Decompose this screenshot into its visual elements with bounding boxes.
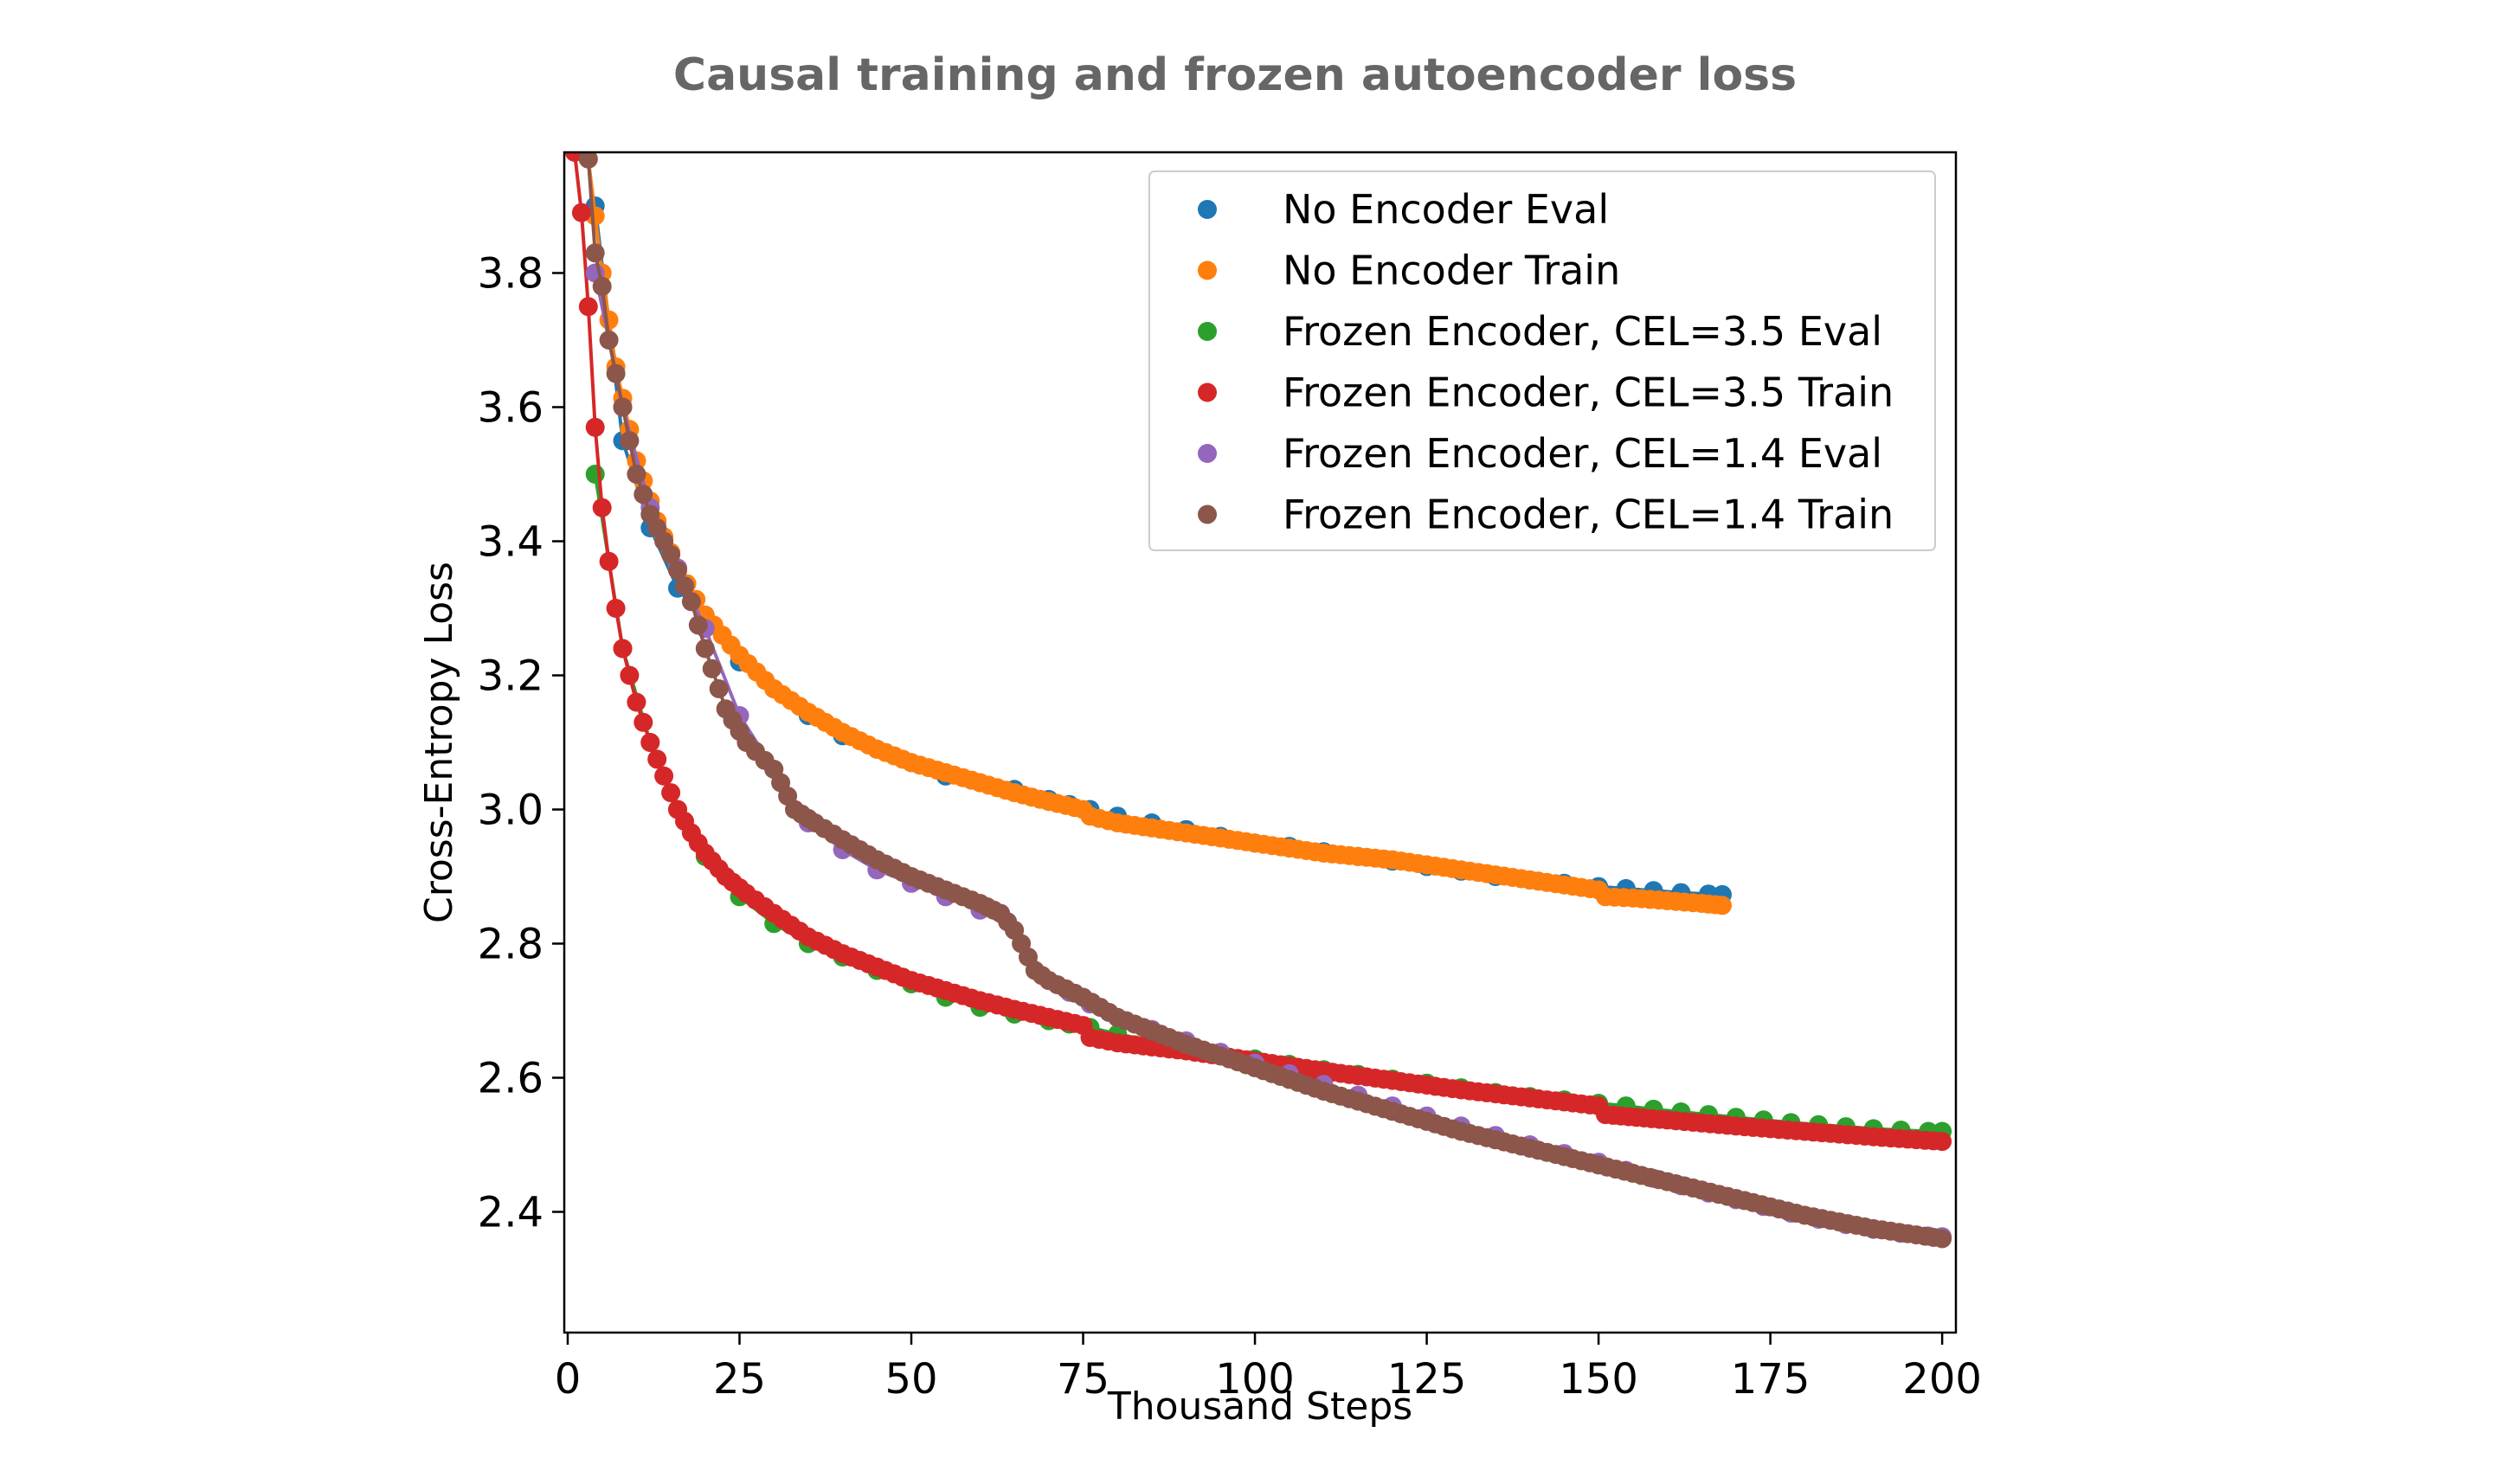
x-axis-label: Thousand Steps — [1107, 1384, 1412, 1429]
legend-marker — [1198, 504, 1217, 524]
data-point — [578, 152, 598, 169]
plot-area — [564, 152, 1952, 1249]
data-point — [688, 615, 708, 635]
y-tick-label: 3.8 — [478, 250, 543, 299]
data-point — [599, 551, 619, 571]
legend: No Encoder Eval No Encoder Train Frozen En… — [1148, 170, 1936, 551]
legend-marker — [1198, 444, 1217, 463]
data-point — [675, 576, 694, 596]
x-tick-label: 125 — [1387, 1355, 1467, 1404]
chart-title: Causal training and frozen autoencoder l… — [673, 49, 1797, 101]
y-axis: 2.4 2.6 2.8 3.0 3.2 3.4 3.6 3.8 — [478, 250, 564, 1237]
data-point — [627, 465, 646, 484]
legend-label: Frozen Encoder, CEL=3.5 Train — [1283, 369, 1894, 416]
legend-label: Frozen Encoder, CEL=1.4 Train — [1283, 491, 1894, 538]
data-point — [702, 658, 722, 678]
data-point — [627, 692, 646, 712]
data-point — [1933, 1132, 1952, 1152]
y-tick-label: 2.6 — [478, 1055, 543, 1103]
y-tick-label: 3.0 — [478, 787, 543, 835]
legend-label: No Encoder Eval — [1283, 186, 1609, 233]
data-point — [654, 766, 674, 786]
y-tick-label: 3.4 — [478, 518, 543, 567]
y-tick-label: 3.2 — [478, 652, 543, 701]
data-point — [681, 592, 701, 612]
legend-marker — [1198, 260, 1217, 280]
y-axis-label: Cross-Entropy Loss — [417, 562, 461, 923]
y-tick-label: 2.4 — [478, 1189, 543, 1237]
legend-label: Frozen Encoder, CEL=1.4 Eval — [1283, 430, 1882, 477]
x-tick-label: 175 — [1731, 1355, 1811, 1404]
data-point — [585, 465, 605, 484]
data-point — [585, 417, 605, 437]
data-point — [695, 639, 715, 658]
x-tick-label: 25 — [713, 1355, 766, 1404]
x-axis: 0 25 50 75 100 125 150 175 200 — [555, 1333, 1982, 1404]
data-point — [606, 599, 626, 618]
data-point — [613, 639, 633, 658]
data-point — [585, 243, 605, 263]
data-point — [599, 331, 619, 350]
data-point — [1713, 896, 1732, 915]
series-4 — [564, 152, 1952, 1152]
series-2 — [578, 152, 1732, 915]
data-point — [661, 545, 681, 564]
data-point — [578, 297, 598, 317]
data-point — [661, 783, 681, 803]
data-point — [571, 202, 591, 222]
legend-label: Frozen Encoder, CEL=3.5 Eval — [1283, 308, 1882, 355]
x-tick-label: 75 — [1057, 1355, 1109, 1404]
plot-frame — [563, 151, 1958, 1334]
x-tick-label: 50 — [884, 1355, 937, 1404]
x-tick-label: 0 — [555, 1355, 582, 1404]
x-tick-label: 150 — [1559, 1355, 1638, 1404]
data-point — [709, 679, 729, 698]
legend-marker — [1198, 382, 1217, 402]
data-point — [592, 498, 612, 517]
data-point — [620, 665, 640, 685]
legend-marker — [1198, 200, 1217, 219]
legend-frame — [1148, 170, 1936, 551]
legend-marker — [1198, 322, 1217, 341]
data-point — [606, 363, 626, 383]
data-point — [668, 561, 687, 581]
data-point — [634, 485, 653, 504]
data-point — [592, 277, 612, 296]
data-point — [1933, 1229, 1952, 1249]
data-point — [613, 397, 633, 417]
y-tick-label: 2.8 — [478, 921, 543, 969]
y-tick-label: 3.6 — [478, 384, 543, 433]
data-point — [634, 712, 653, 732]
x-tick-label: 100 — [1215, 1355, 1295, 1404]
series-6 — [578, 152, 1952, 1249]
data-point — [647, 749, 667, 769]
data-point — [640, 733, 660, 752]
data-point — [620, 431, 640, 451]
x-tick-label: 200 — [1902, 1355, 1982, 1404]
legend-label: No Encoder Train — [1283, 247, 1620, 294]
